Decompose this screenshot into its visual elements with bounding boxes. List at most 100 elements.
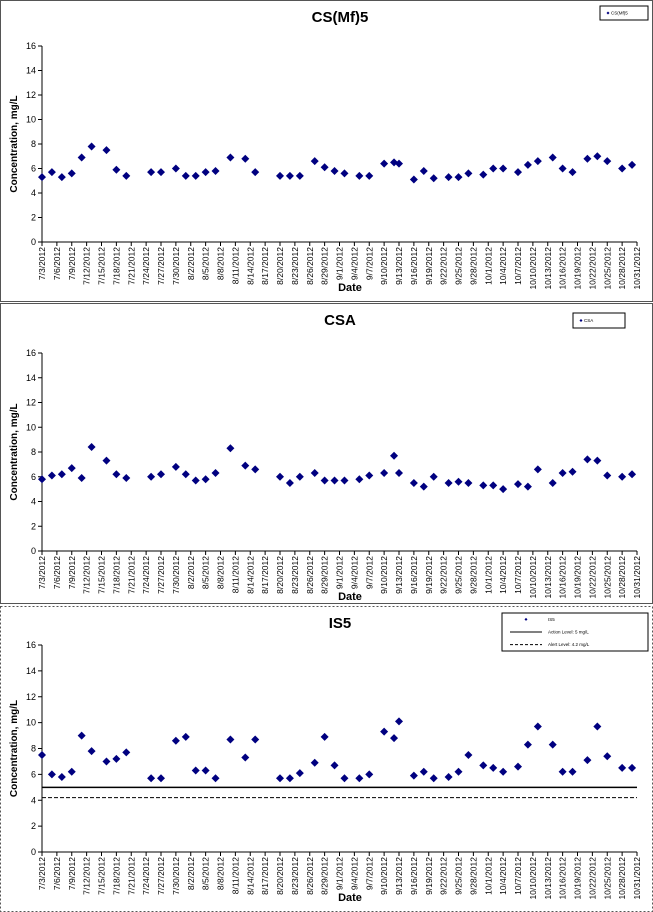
x-tick-label: 9/4/2012 [349, 247, 359, 280]
legend-marker [524, 617, 528, 621]
data-point [285, 774, 294, 783]
y-axis-label: Concentration, mg/L [9, 95, 20, 192]
data-point [320, 732, 329, 741]
data-point [395, 469, 403, 478]
x-tick-label: 9/19/2012 [424, 247, 434, 285]
y-tick-label: 4 [31, 188, 36, 198]
data-point [548, 740, 557, 749]
data-point [365, 171, 374, 180]
data-point [340, 774, 349, 783]
y-tick-label: 16 [26, 348, 36, 358]
x-tick-label: 7/6/2012 [52, 857, 62, 890]
x-tick-label: 9/25/2012 [454, 247, 464, 285]
data-point [241, 753, 250, 762]
x-tick-label: 10/10/2012 [528, 247, 538, 290]
y-tick-label: 0 [31, 546, 36, 556]
x-tick-label: 7/24/2012 [141, 247, 151, 285]
data-point [320, 163, 329, 172]
data-point [57, 772, 66, 781]
x-tick-label: 7/30/2012 [171, 247, 181, 285]
data-point [330, 166, 339, 175]
data-point [340, 476, 349, 485]
y-tick-label: 16 [26, 41, 36, 51]
data-point [603, 752, 612, 761]
data-point [618, 763, 627, 772]
data-point [429, 174, 438, 183]
x-tick-label: 9/4/2012 [349, 556, 359, 589]
data-point [295, 769, 304, 778]
data-point [67, 169, 76, 178]
data-point [191, 171, 200, 180]
x-tick-label: 7/27/2012 [156, 556, 166, 594]
y-axis-label: Concentration, mg/L [9, 700, 20, 797]
x-tick-label: 8/11/2012 [230, 556, 240, 593]
y-axis-label: Concentration, mg/L [9, 403, 20, 500]
x-tick-label: 10/19/2012 [573, 857, 583, 900]
x-tick-label: 7/12/2012 [82, 857, 92, 895]
y-tick-label: 4 [31, 497, 36, 507]
y-tick-label: 16 [26, 640, 36, 650]
data-point [285, 478, 294, 487]
data-point [211, 166, 220, 175]
x-tick-label: 8/26/2012 [305, 556, 315, 594]
chart: IS5 Concentration, mg/L Date 0 2 4 6 8 10 12 14 16 7… [9, 612, 649, 904]
x-tick-label: 7/27/2012 [156, 857, 166, 895]
data-point [419, 166, 428, 175]
data-point [112, 165, 121, 174]
y-tick-label: 0 [31, 847, 36, 857]
data-point [77, 473, 86, 482]
data-point [568, 767, 577, 776]
x-tick-label: 7/15/2012 [97, 556, 107, 594]
x-tick-label: 9/28/2012 [468, 556, 478, 594]
data-point [201, 766, 210, 775]
x-tick-label: 10/16/2012 [558, 857, 568, 900]
y-tick-label: 0 [31, 237, 36, 247]
data-point [112, 470, 121, 479]
data-point [419, 482, 428, 491]
data-point [365, 471, 374, 480]
y-tick-label: 2 [31, 821, 36, 831]
y-tick-label: 2 [31, 521, 36, 531]
x-tick-label: 9/22/2012 [439, 556, 449, 594]
data-point [628, 763, 637, 772]
data-point [454, 477, 463, 486]
data-point [122, 748, 131, 757]
data-point [355, 171, 364, 180]
x-tick-label: 8/26/2012 [305, 247, 315, 285]
y-tick-label: 8 [31, 744, 36, 754]
data-point [628, 160, 637, 169]
data-point [171, 736, 180, 745]
data-point [479, 170, 488, 179]
data-point [57, 470, 66, 479]
data-point [533, 722, 542, 731]
data-point [171, 164, 180, 173]
data-point [102, 757, 111, 766]
x-tick-label: 7/30/2012 [171, 857, 181, 895]
x-tick-label: 8/26/2012 [305, 857, 315, 895]
x-tick-label: 10/4/2012 [498, 556, 508, 594]
x-axis-label: Date [338, 892, 362, 904]
data-point [226, 735, 235, 744]
x-tick-label: 9/13/2012 [394, 857, 404, 895]
data-point [191, 476, 200, 485]
data-point [583, 756, 592, 765]
data-point [499, 767, 508, 776]
data-point [241, 461, 250, 470]
data-point [330, 476, 339, 485]
x-tick-label: 8/8/2012 [216, 857, 226, 890]
data-point [618, 164, 627, 173]
y-tick-label: 6 [31, 769, 36, 779]
x-tick-label: 8/2/2012 [186, 247, 196, 280]
data-point [380, 159, 389, 168]
x-tick-label: 10/22/2012 [587, 247, 597, 290]
x-tick-label: 10/13/2012 [543, 247, 553, 290]
data-point [295, 171, 304, 180]
x-tick-label: 9/10/2012 [379, 247, 389, 285]
data-point [499, 164, 508, 173]
x-tick-label: 8/20/2012 [275, 247, 285, 285]
data-point [533, 157, 542, 166]
data-point [479, 481, 488, 490]
y-tick-label: 12 [26, 692, 36, 702]
y-tick-label: 10 [26, 115, 36, 125]
data-point [409, 771, 418, 780]
